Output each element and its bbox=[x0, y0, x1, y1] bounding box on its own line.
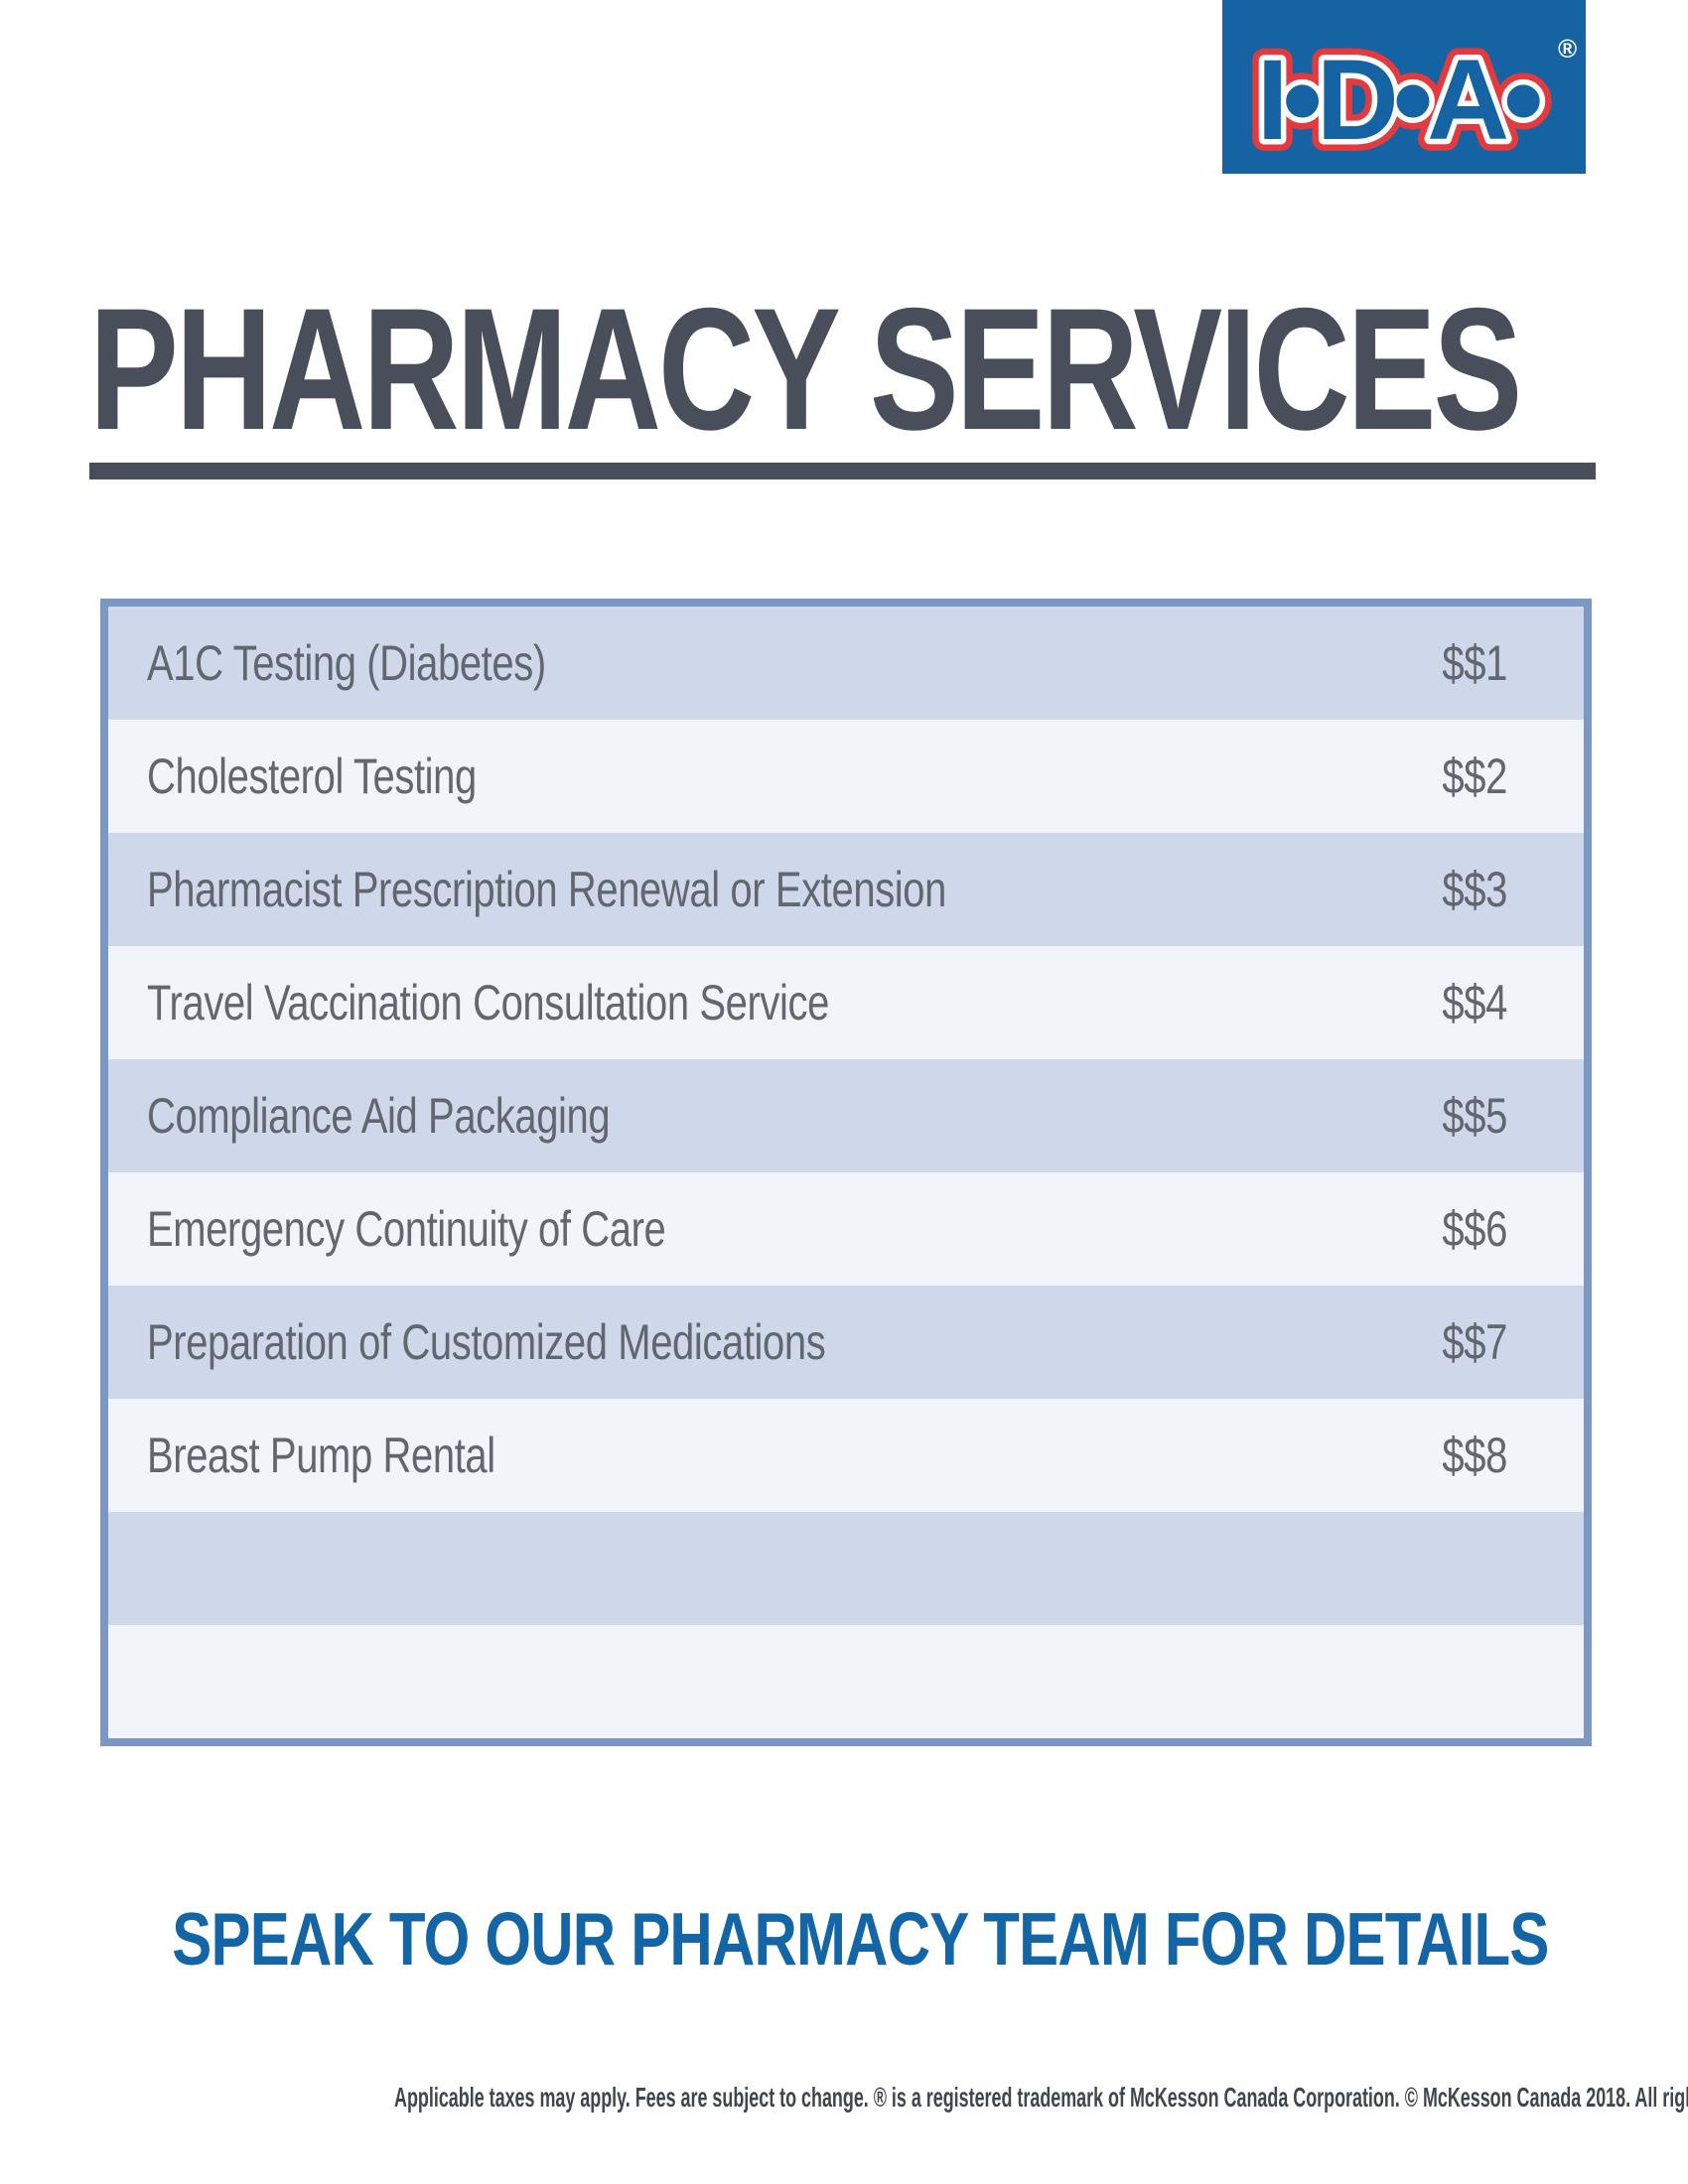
service-name: Preparation of Customized Medications bbox=[147, 1314, 826, 1370]
title-divider bbox=[89, 463, 1596, 479]
table-row: Cholesterol Testing $$2 bbox=[108, 720, 1584, 833]
service-name: Travel Vaccination Consultation Service bbox=[147, 975, 829, 1030]
service-price: $$4 bbox=[1442, 975, 1507, 1030]
cta-heading: SPEAK TO OUR PHARMACY TEAM FOR DETAILS bbox=[172, 1897, 1549, 1980]
service-name: Breast Pump Rental bbox=[147, 1428, 495, 1483]
table-row bbox=[108, 1512, 1584, 1625]
ida-logo-graphic: I•D•A• I•D•A• I•D•A• ® bbox=[1245, 25, 1578, 176]
service-price: $$3 bbox=[1442, 862, 1507, 917]
ida-logo-letters: I•D•A• bbox=[1257, 37, 1541, 164]
table-row: Breast Pump Rental $$8 bbox=[108, 1399, 1584, 1512]
service-price: $$7 bbox=[1442, 1314, 1507, 1370]
service-name: Pharmacist Prescription Renewal or Exten… bbox=[147, 862, 946, 917]
ida-logo-red-outline: I•D•A• bbox=[1257, 37, 1541, 164]
page-title: PHARMACY SERVICES bbox=[89, 273, 1522, 467]
table-row: Compliance Aid Packaging $$5 bbox=[108, 1059, 1584, 1172]
table-row bbox=[108, 1625, 1584, 1738]
service-price: $$1 bbox=[1442, 635, 1507, 691]
service-price: $$5 bbox=[1442, 1088, 1507, 1144]
ida-logo: I•D•A• I•D•A• I•D•A• ® bbox=[1222, 0, 1586, 176]
table-row: Preparation of Customized Medications $$7 bbox=[108, 1286, 1584, 1399]
table-row: Travel Vaccination Consultation Service $… bbox=[108, 946, 1584, 1059]
service-price: $$6 bbox=[1442, 1201, 1507, 1257]
service-price: $$2 bbox=[1442, 749, 1507, 804]
services-table: A1C Testing (Diabetes) $$1 Cholesterol Tes… bbox=[100, 599, 1592, 1746]
service-price: $$8 bbox=[1442, 1428, 1507, 1483]
service-name: Cholesterol Testing bbox=[147, 749, 477, 804]
ida-logo-white-outline: I•D•A• bbox=[1257, 37, 1541, 164]
table-row: Emergency Continuity of Care $$6 bbox=[108, 1172, 1584, 1286]
service-name: Compliance Aid Packaging bbox=[147, 1088, 611, 1144]
registered-trademark-icon: ® bbox=[1558, 34, 1577, 64]
table-row: Pharmacist Prescription Renewal or Exten… bbox=[108, 833, 1584, 946]
disclaimer-text: Applicable taxes may apply. Fees are sub… bbox=[394, 2082, 1688, 2113]
service-name: Emergency Continuity of Care bbox=[147, 1201, 666, 1257]
service-name: A1C Testing (Diabetes) bbox=[147, 635, 546, 691]
table-row: A1C Testing (Diabetes) $$1 bbox=[108, 607, 1584, 720]
